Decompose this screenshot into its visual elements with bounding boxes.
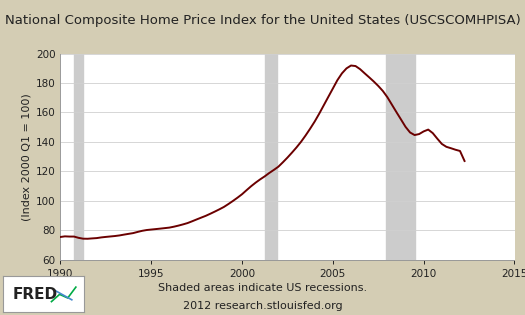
Y-axis label: (Index 2000 Q1 = 100): (Index 2000 Q1 = 100) [22,93,32,220]
Bar [386,54,415,260]
Text: 2012 research.stlouisfed.org: 2012 research.stlouisfed.org [183,301,342,311]
Bar [265,54,277,260]
Bar [74,54,83,260]
Text: Shaded areas indicate US recessions.: Shaded areas indicate US recessions. [158,283,367,293]
Text: National Composite Home Price Index for the United States (USCSCOMHPISA): National Composite Home Price Index for … [5,14,520,27]
Text: FRED: FRED [13,287,58,302]
